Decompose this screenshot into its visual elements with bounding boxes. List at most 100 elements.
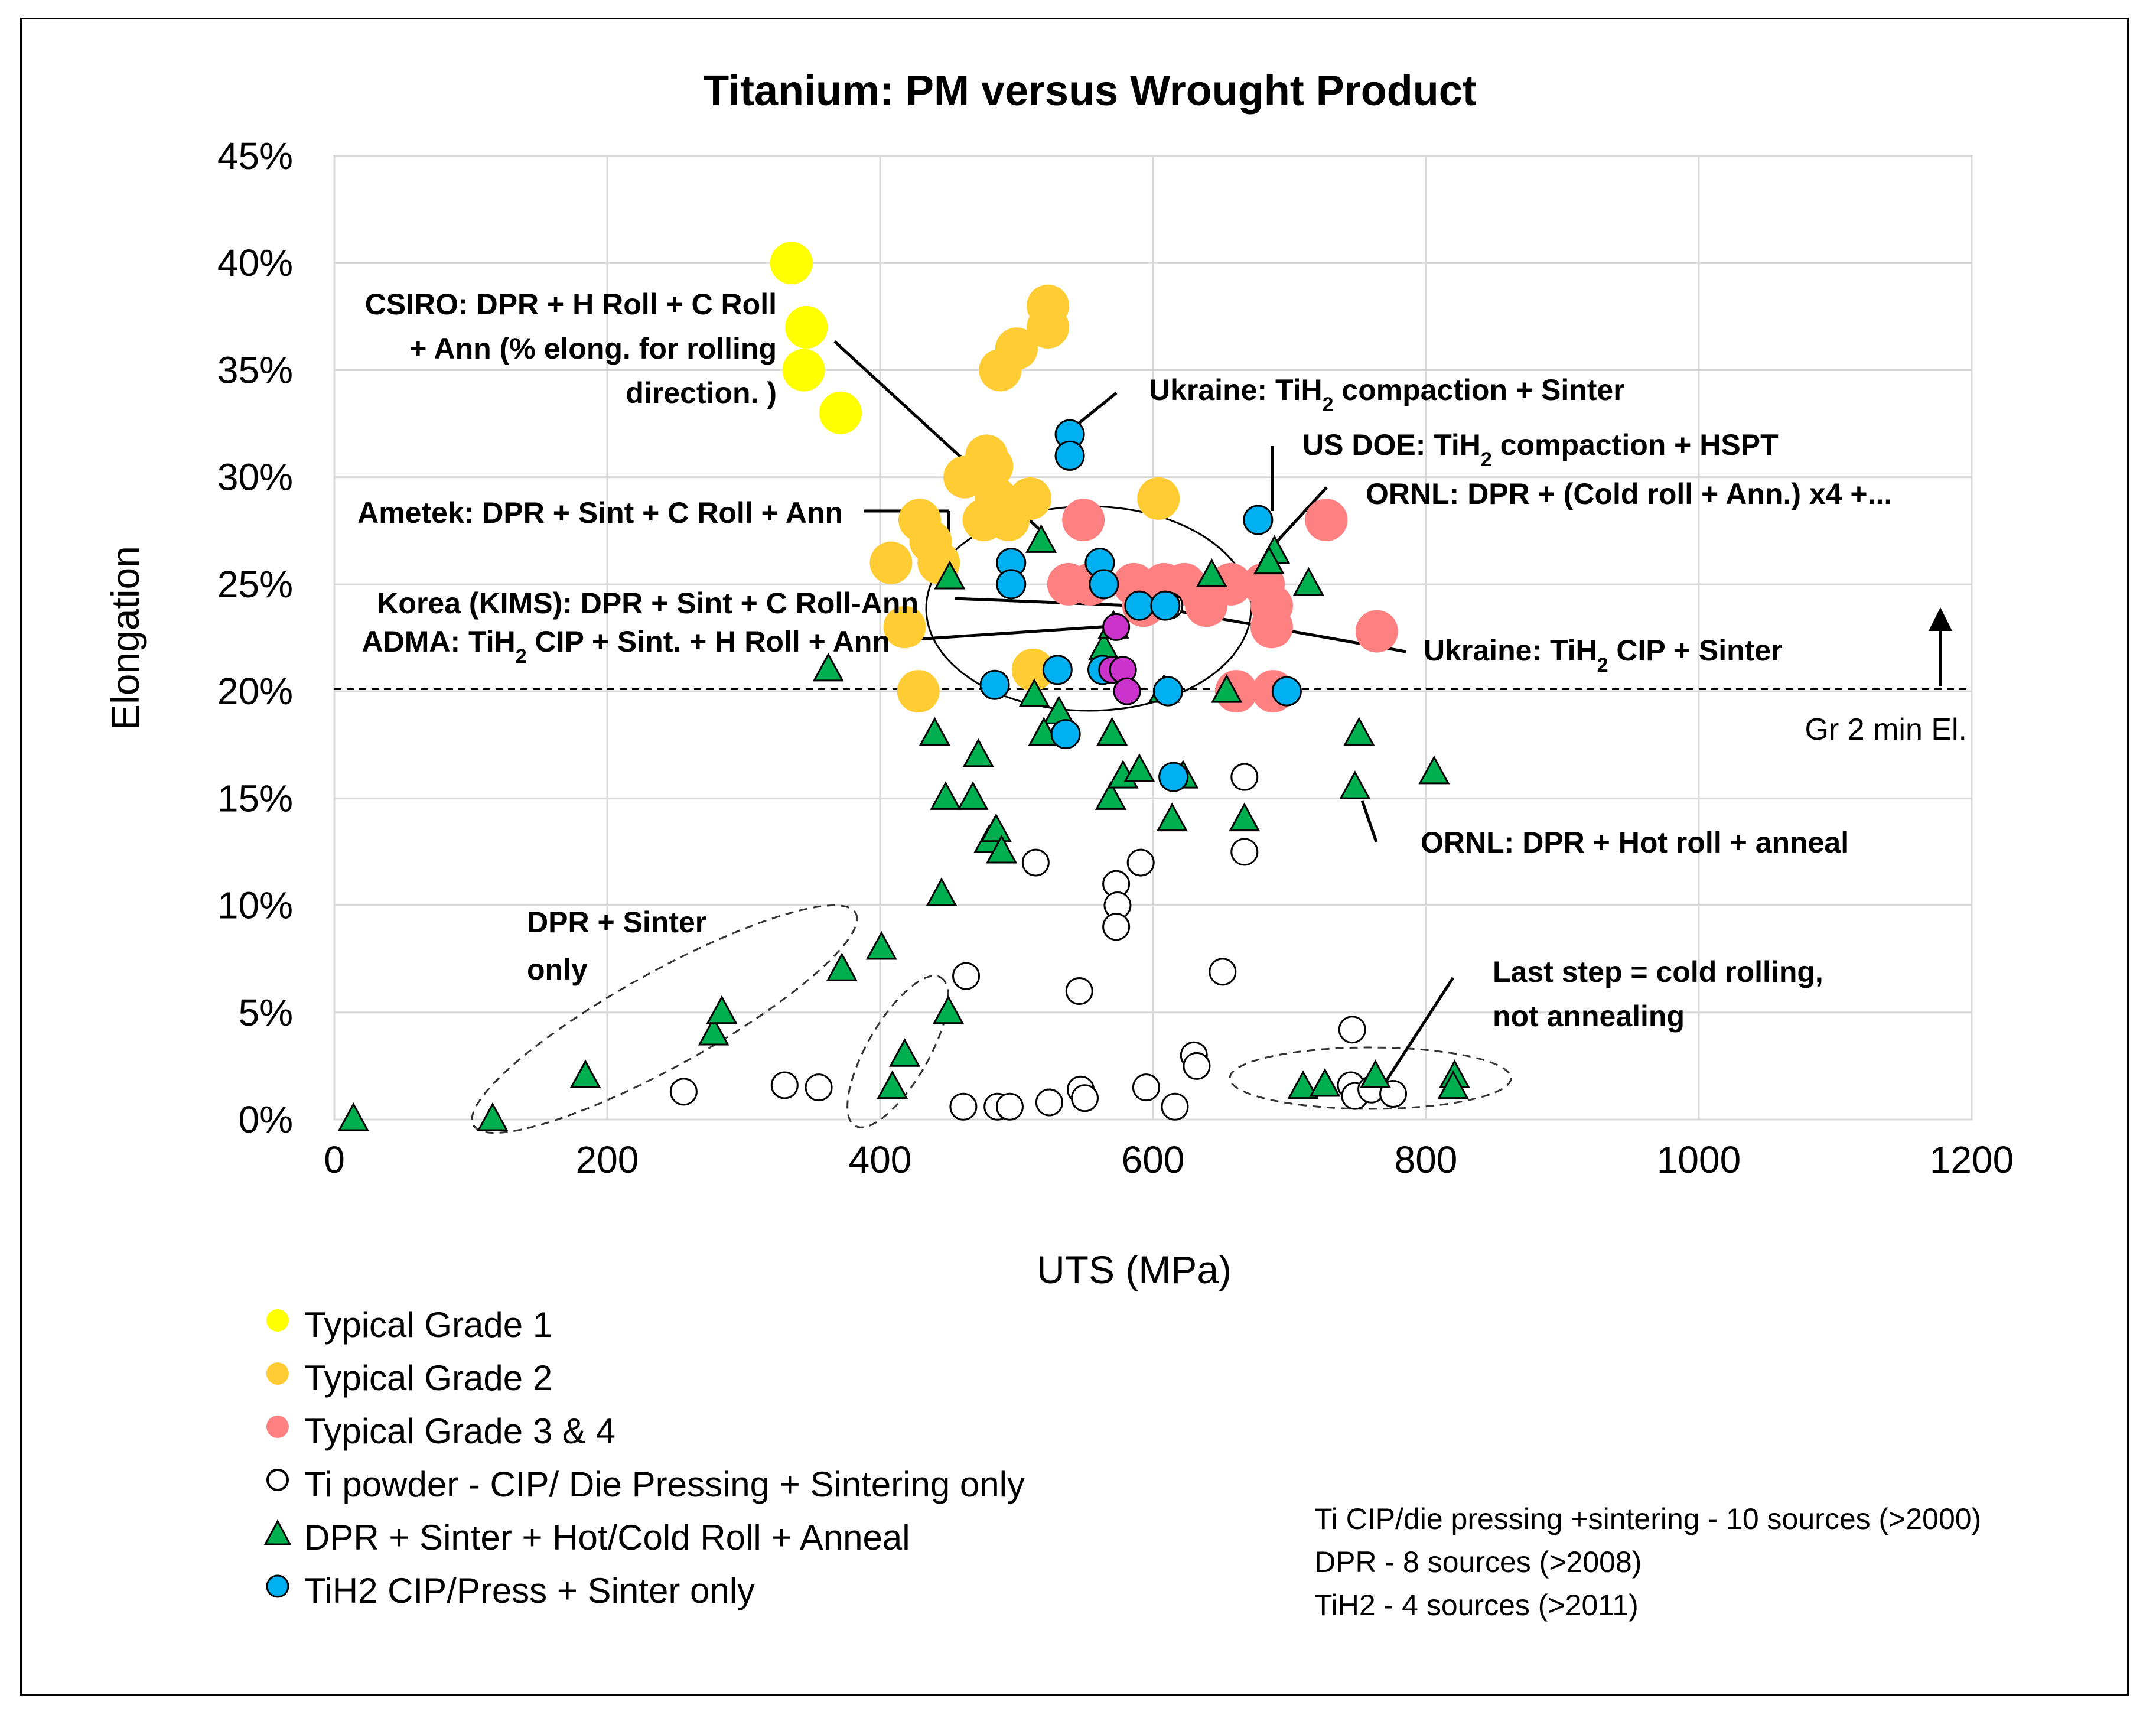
legend-marker [266,1416,289,1438]
annotation-ornl_cold: ORNL: DPR + (Cold roll + Ann.) x4 +... [1366,477,1892,510]
data-point [1343,717,1375,746]
data-point [1113,677,1141,705]
data-point [979,349,1022,392]
annotation-line: Ametek: DPR + Sint + C Roll + Ann [357,496,843,529]
x-tick-label: 400 [849,1138,912,1181]
legend-label: DPR + Sinter + Hot/Cold Roll + Anneal [304,1518,910,1557]
data-point [826,952,858,981]
data-point [970,445,1014,488]
y-tick-label: 35% [217,349,293,391]
sources-note: Ti CIP/die pressing +sintering - 10 sour… [1314,1498,1981,1627]
data-point [1021,848,1050,877]
data-point [1065,977,1093,1006]
data-point [1027,305,1070,349]
annotation-text: compaction + Sinter [1334,373,1625,406]
x-tick-label: 200 [576,1138,639,1181]
chart-title: Titanium: PM versus Wrought Product [703,67,1476,115]
data-point [1230,763,1259,791]
data-point [1132,1073,1160,1102]
dpr-sinter-ellipse-1 [471,904,858,1134]
y-tick-label: 45% [217,135,293,177]
data-point [1418,755,1450,785]
min-elongation-reference: Gr 2 min El. [334,607,1972,747]
legend-marker [266,1574,289,1598]
data-point [1102,913,1131,941]
data-point [1183,1052,1211,1080]
data-point [883,606,926,649]
y-tick-label: 30% [217,456,293,499]
data-point [669,1078,698,1106]
annotation-labels: CSIRO: DPR + H Roll + C Roll + Ann (% elo… [357,288,1892,1033]
y-tick-label: 5% [239,991,294,1034]
data-point [477,1102,509,1131]
annotation-subscript: 2 [516,645,527,668]
annotation-subscript: 2 [1481,448,1492,471]
annotation-text: CIP + Sinter [1608,634,1783,667]
annotation-line: DPR + Sinter [527,906,706,939]
legend-marker [266,1362,289,1385]
data-point [996,569,1027,600]
legend-label: Typical Grade 3 & 4 [304,1411,615,1451]
annotation-leader-line [1380,977,1455,1088]
data-point [569,1059,601,1089]
data-point [1071,1084,1099,1112]
annotation-csiro: CSIRO: DPR + H Roll + C Roll + Ann (% elo… [365,288,777,409]
annotation-leader-line [907,623,1129,642]
annotation-text: Ukraine: TiH [1424,634,1597,667]
data-point [1437,1070,1469,1099]
data-point [1185,584,1228,627]
data-point [1229,802,1261,832]
sources-line-2: DPR - 8 sources (>2008) [1314,1545,1642,1579]
data-points [337,242,1471,1131]
annotation-line: Korea (KIMS): DPR + Sint + C Roll-Ann [377,587,919,620]
data-point [962,738,994,767]
data-point [1035,1088,1063,1117]
data-point [889,1038,921,1067]
data-point [1161,1092,1189,1121]
data-point [1062,499,1105,542]
data-point [865,930,897,960]
y-tick-label: 0% [239,1098,294,1141]
annotation-text: US DOE: TiH [1302,428,1481,461]
data-point [957,781,989,810]
y-tick-label: 25% [217,563,293,606]
x-tick-label: 1000 [1657,1138,1741,1181]
annotation-subscript: 2 [1597,654,1608,676]
data-point [812,652,844,682]
y-tick-label: 10% [217,884,293,927]
data-point [1011,648,1054,691]
annotation-ukraine_cip: Ukraine: TiH2 CIP + Sinter [1424,634,1783,676]
legend-marker [266,1469,289,1491]
data-point [1355,610,1398,653]
legend-label: Typical Grade 2 [304,1358,553,1398]
data-point [1152,676,1183,707]
data-point [1253,545,1285,575]
annotation-ametek: Ametek: DPR + Sint + C Roll + Ann [357,496,843,529]
data-point [980,813,1012,842]
data-point [1102,613,1131,641]
data-point [1309,1068,1341,1097]
y-tick-label: 20% [217,670,293,712]
annotation-leader-line [954,597,1132,607]
data-point [979,669,1010,700]
data-point [1338,1016,1366,1044]
data-point [1158,762,1189,792]
dpr-sinter-ellipse-2 [846,975,949,1128]
data-point [1089,569,1119,600]
data-point [785,305,828,349]
data-point [995,1092,1024,1121]
data-point [869,541,913,584]
legend-label: TiH2 CIP/Press + Sinter only [304,1571,755,1610]
x-tick-label: 600 [1122,1138,1185,1181]
legend-marker [263,1519,292,1545]
annotation-last_step: Last step = cold rolling, not annealing [1493,955,1823,1033]
data-point [987,499,1030,542]
annotation-line: ORNL: DPR + (Cold roll + Ann.) x4 +... [1366,477,1892,510]
annotation-subscript: 2 [1323,393,1334,416]
sources-line-1: Ti CIP/die pressing +sintering - 10 sour… [1314,1502,1982,1535]
sources-line-3: TiH2 - 4 sources (>2011) [1314,1589,1639,1622]
annotation-text: CIP + Sint. + H Roll + Ann [527,625,890,658]
data-point [1150,590,1181,621]
legend-marker [266,1309,289,1332]
